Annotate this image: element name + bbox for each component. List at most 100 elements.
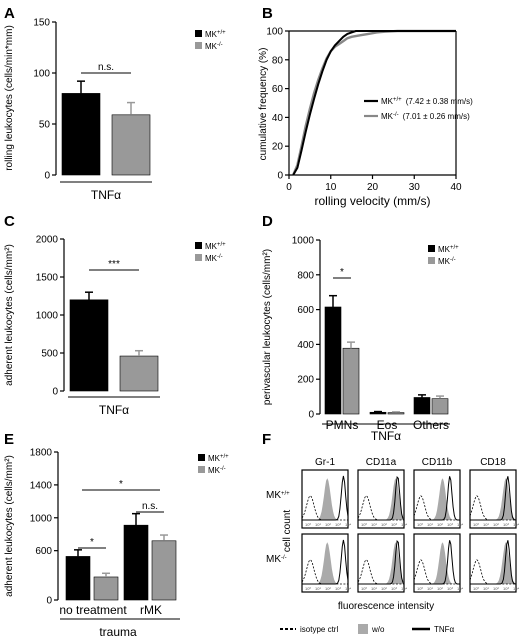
legend-sup: -/- [450, 257, 456, 263]
row-label-sup: +/+ [281, 491, 290, 497]
histogram-frame [413, 469, 461, 529]
y-axis-label: perivascular leukocytes (cells/mm²) [262, 249, 273, 405]
legend-text: MK [208, 466, 221, 475]
axis-tick-label: 10⁴ [513, 522, 519, 527]
legend-sup: +/+ [393, 97, 402, 103]
bar-mk-wt [413, 397, 431, 415]
axis-tick-label: 10⁴ [345, 586, 351, 591]
y-axis-label: cumulative frequency (%) [258, 48, 269, 161]
x-tick-label: 40 [450, 182, 462, 193]
histogram-frame [301, 469, 349, 529]
histogram-isotype-control [357, 495, 404, 521]
legend-swatch-mk-ko [195, 42, 202, 49]
legend-sup: +/+ [220, 454, 229, 460]
legend-sup: -/- [393, 112, 399, 118]
axis-tick-label: 10² [381, 522, 387, 527]
panel-label-a: A [4, 5, 15, 22]
bar-mk-ko [93, 576, 119, 601]
bar-mk-wt [61, 93, 101, 176]
bar-mk-ko [111, 114, 151, 176]
row-label-text: MK [266, 554, 281, 565]
significance-label: n.s. [142, 501, 158, 512]
y-tick-label: 150 [33, 18, 50, 29]
legend-swatch-mk-ko [428, 257, 435, 264]
group-label: trauma [99, 625, 137, 639]
histogram-without-stimulus [414, 542, 460, 584]
histogram-frame [357, 469, 405, 529]
axis-tick-label: 10⁴ [457, 522, 463, 527]
x-category-label: Eos [377, 418, 398, 432]
legend-sup: +/+ [217, 30, 226, 36]
legend-label-mk-ko: MK-/- [205, 254, 223, 263]
axis-tick-label: 10² [437, 586, 443, 591]
x-tick-label: 10 [325, 182, 337, 193]
y-tick-label: 0 [44, 171, 50, 182]
axis-tick-label: 10⁴ [513, 586, 519, 591]
axis-tick-label: 10¹ [371, 522, 377, 527]
y-tick-label: 400 [297, 340, 314, 351]
histogram-isotype-control [357, 559, 404, 585]
legend-label-mk-wt: MK+/+ [438, 245, 459, 254]
legend-text: MK [205, 254, 218, 263]
axis-tick-label: 10¹ [315, 522, 321, 527]
histogram-frame [413, 533, 461, 593]
axis-tick-label: 10⁰ [417, 586, 423, 591]
axis-tick-label: 10² [325, 586, 331, 591]
histogram-tnf [302, 475, 349, 521]
bar-mk-wt [69, 299, 109, 392]
y-tick-label: 40 [272, 113, 284, 124]
y-tick-label: 60 [272, 84, 284, 95]
axis-tick-label: 10³ [335, 586, 341, 591]
axis-tick-label: 10⁰ [361, 522, 367, 527]
legend-swatch-mk-ko [198, 466, 205, 473]
histogram-without-stimulus [414, 478, 460, 520]
y-tick-label: 100 [266, 27, 283, 38]
axis-tick-label: 10² [325, 522, 331, 527]
y-tick-label: 0 [277, 171, 283, 182]
bar-mk-ko [342, 347, 360, 415]
y-tick-label: 80 [272, 55, 284, 66]
bar-mk-wt [123, 524, 149, 601]
axis-tick-label: 10⁴ [457, 586, 463, 591]
y-tick-label: 1000 [292, 236, 315, 247]
significance-label: n.s. [98, 62, 114, 73]
y-tick-label: 100 [33, 69, 50, 80]
legend-text: MK [438, 245, 451, 254]
x-tick-label: 20 [367, 182, 379, 193]
bar-mk-ko [431, 398, 449, 415]
axis-tick-label: 10³ [391, 522, 397, 527]
panel-label-f: F [262, 431, 271, 448]
histogram-tnf [302, 539, 349, 585]
legend-label-isotype: isotype ctrl [300, 625, 338, 634]
legend-mean-value: (7.42 ± 0.38 mm/s) [406, 97, 473, 106]
y-axis-label: adherent leukocytes (cells/mm²) [4, 455, 15, 597]
y-tick-label: 50 [39, 120, 51, 131]
legend-label-tnf: TNFα [434, 625, 455, 634]
legend-label-mk-ko: MK-/- [438, 257, 456, 266]
y-tick-label: 800 [297, 270, 314, 281]
legend-text: MK [208, 454, 221, 463]
legend-swatch-mk-wt [428, 245, 435, 252]
axis-tick-label: 10⁰ [305, 586, 311, 591]
legend-text: MK [381, 97, 394, 106]
histogram-without-stimulus [358, 542, 404, 584]
legend-text: MK [205, 42, 218, 51]
legend-sup: +/+ [450, 245, 459, 251]
axis-tick-label: 10⁴ [401, 586, 407, 591]
histogram-without-stimulus [302, 542, 348, 584]
x-tick-label: 0 [286, 182, 292, 193]
histogram-tnf [358, 475, 405, 521]
significance-label: *** [108, 259, 120, 270]
x-category-label: rMK [140, 603, 162, 617]
y-tick-label: 200 [297, 375, 314, 386]
histogram-without-stimulus [302, 478, 348, 520]
histogram-tnf [414, 476, 460, 521]
panel-d-chart: 0 200 400 600 800 1000 perivascular leukocytes… [262, 236, 459, 444]
legend-text: MK [205, 242, 218, 251]
y-tick-label: 0 [46, 596, 52, 607]
axis-tick-label: 10¹ [427, 522, 433, 527]
legend-mean-value: (7.01 ± 0.26 mm/s) [403, 112, 470, 121]
y-tick-label: 20 [272, 142, 284, 153]
legend-sup: +/+ [217, 242, 226, 248]
